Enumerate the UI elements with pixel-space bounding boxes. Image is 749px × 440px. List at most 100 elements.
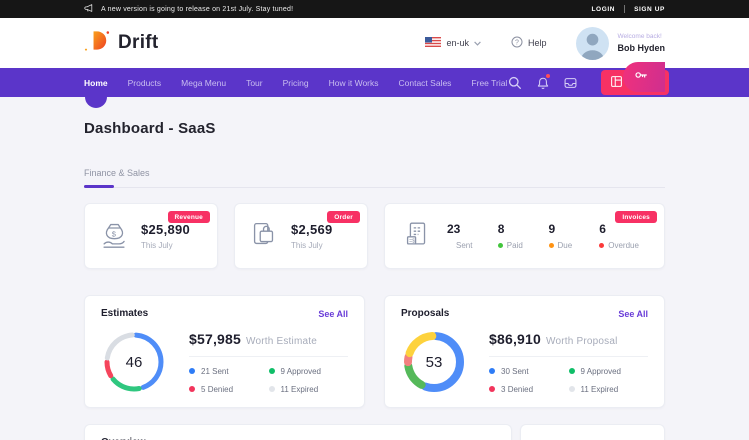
revenue-badge: Revenue: [167, 211, 210, 223]
legend-dot: [268, 386, 275, 392]
help-link[interactable]: ? Help: [511, 36, 547, 50]
chevron-down-icon: [474, 38, 481, 48]
proposals-amount-caption: Worth Proposal: [546, 335, 618, 347]
key-icon: [634, 68, 648, 87]
legend-dot: [268, 368, 275, 374]
money-hand-icon: $: [98, 218, 130, 255]
nav-menu: Home Products Mega Menu Tour Pricing How…: [84, 78, 507, 88]
proposals-amount: $86,910 Worth Proposal: [489, 330, 618, 347]
user-name: Bob Hyden: [617, 43, 665, 53]
legend-item: 5 Denied: [189, 385, 269, 394]
legend-dot: [568, 368, 575, 374]
order-value: $2,569: [291, 222, 333, 237]
nav-item-contact-sales[interactable]: Contact Sales: [398, 77, 452, 88]
invoices-badge: Invoices: [615, 211, 657, 223]
active-nav-indicator: [85, 97, 107, 108]
estimates-amount: $57,985 Worth Estimate: [189, 330, 317, 347]
search-icon[interactable]: [507, 75, 522, 90]
nav-item-tour[interactable]: Tour: [246, 77, 263, 88]
divider: [489, 355, 648, 357]
signup-link[interactable]: SIGN UP: [634, 5, 665, 13]
inbox-icon[interactable]: [563, 75, 578, 90]
invoice-icon: =$: [401, 218, 433, 255]
nav-item-free-trial[interactable]: Free Trial: [471, 77, 508, 88]
welcome-text: Welcome back!: [617, 33, 662, 40]
help-label: Help: [527, 38, 547, 48]
nav-item-products[interactable]: Products: [127, 77, 162, 88]
legend-item: 21 Sent: [189, 367, 269, 376]
legend-item: 11 Expired: [568, 385, 649, 394]
language-selector[interactable]: en-uk: [425, 37, 481, 49]
tabbar: Finance & Sales: [84, 163, 665, 188]
legend-dot: [189, 368, 195, 374]
theme-settings-toggle[interactable]: [623, 62, 665, 92]
flag-icon: [425, 37, 442, 49]
proposals-title: Proposals: [401, 308, 450, 319]
svg-text:$: $: [112, 229, 117, 238]
overview-total-card: $25,890: [520, 424, 665, 440]
nav-item-mega-menu[interactable]: Mega Menu: [181, 77, 227, 88]
shopping-bag-icon: [248, 218, 280, 255]
announcement-text: A new version is going to release on 21s…: [101, 5, 294, 13]
invoices-card: Invoices =$ 23 Sent 8 Paid 9 Due: [384, 203, 665, 269]
nav-item-how-it-works[interactable]: How it Works: [328, 77, 379, 88]
estimates-title: Estimates: [101, 308, 149, 319]
notifications-bell-icon[interactable]: [535, 74, 551, 90]
invoices-due-stat: 9 Due: [548, 222, 573, 250]
language-label: en-uk: [446, 38, 469, 48]
proposals-donut-value: 53: [425, 353, 443, 371]
order-card: Order $2,569 This July: [234, 203, 368, 269]
status-dot: [497, 243, 503, 248]
legend-item: 3 Denied: [489, 385, 569, 394]
header: Drift en-uk: [0, 18, 749, 68]
svg-text:?: ?: [515, 39, 519, 46]
nav-item-home[interactable]: Home: [84, 77, 108, 88]
legend-dot: [189, 386, 195, 392]
legend-dot: [489, 368, 495, 374]
megaphone-icon: [84, 3, 94, 15]
revenue-caption: This July: [141, 241, 173, 250]
order-badge: Order: [327, 211, 360, 223]
legend-item: 30 Sent: [489, 367, 569, 376]
login-link[interactable]: LOGIN: [591, 5, 616, 13]
proposals-donut-chart: 53: [401, 329, 467, 395]
overview-card: Overview Europe: [84, 424, 512, 440]
layouts-grid-icon: [611, 76, 623, 89]
proposals-legend: 30 Sent 9 Approved 3 Denied 11 Expired: [489, 367, 648, 394]
tab-finance-sales[interactable]: Finance & Sales: [84, 168, 150, 188]
estimates-see-all-link[interactable]: See All: [318, 308, 348, 319]
overview-title: Overview: [101, 437, 495, 440]
legend-dot: [568, 386, 575, 392]
brand-logo-icon: [84, 27, 111, 60]
announcement-bar: A new version is going to release on 21s…: [0, 0, 749, 18]
brand-name: Drift: [118, 32, 159, 53]
legend-item: 9 Approved: [268, 367, 349, 376]
proposals-see-all-link[interactable]: See All: [618, 308, 648, 319]
estimates-donut-chart: 46: [101, 329, 167, 395]
page-title: Dashboard - SaaS: [84, 120, 216, 137]
status-dot: [599, 243, 605, 248]
invoices-paid-stat: 8 Paid: [497, 222, 523, 250]
estimates-amount-caption: Worth Estimate: [246, 335, 317, 347]
avatar: [576, 26, 610, 60]
estimates-card: Estimates See All 46 $57,985 Worth Estima…: [84, 295, 365, 408]
legend-item: 9 Approved: [568, 367, 649, 376]
invoices-overdue-stat: 6 Overdue: [599, 222, 639, 250]
notification-dot: [546, 74, 551, 78]
divider: [189, 355, 348, 357]
estimates-legend: 21 Sent 9 Approved 5 Denied 11 Expired: [189, 367, 348, 394]
svg-text:=$: =$: [409, 238, 415, 244]
main-nav: Home Products Mega Menu Tour Pricing How…: [0, 62, 749, 108]
question-circle-icon: ?: [511, 36, 523, 50]
proposals-card: Proposals See All 53 $86,910 Worth Propos…: [384, 295, 665, 408]
brand-logo[interactable]: Drift: [84, 27, 159, 60]
user-menu[interactable]: Welcome back! Bob Hyden: [576, 26, 665, 60]
legend-dot: [489, 386, 495, 392]
status-dot: [548, 243, 554, 248]
topbar-divider: [624, 5, 626, 13]
revenue-value: $25,890: [141, 222, 191, 237]
legend-item: 11 Expired: [268, 385, 349, 394]
order-caption: This July: [291, 241, 323, 250]
invoices-sent-stat: 23 Sent: [447, 222, 473, 250]
nav-item-pricing[interactable]: Pricing: [282, 77, 309, 88]
